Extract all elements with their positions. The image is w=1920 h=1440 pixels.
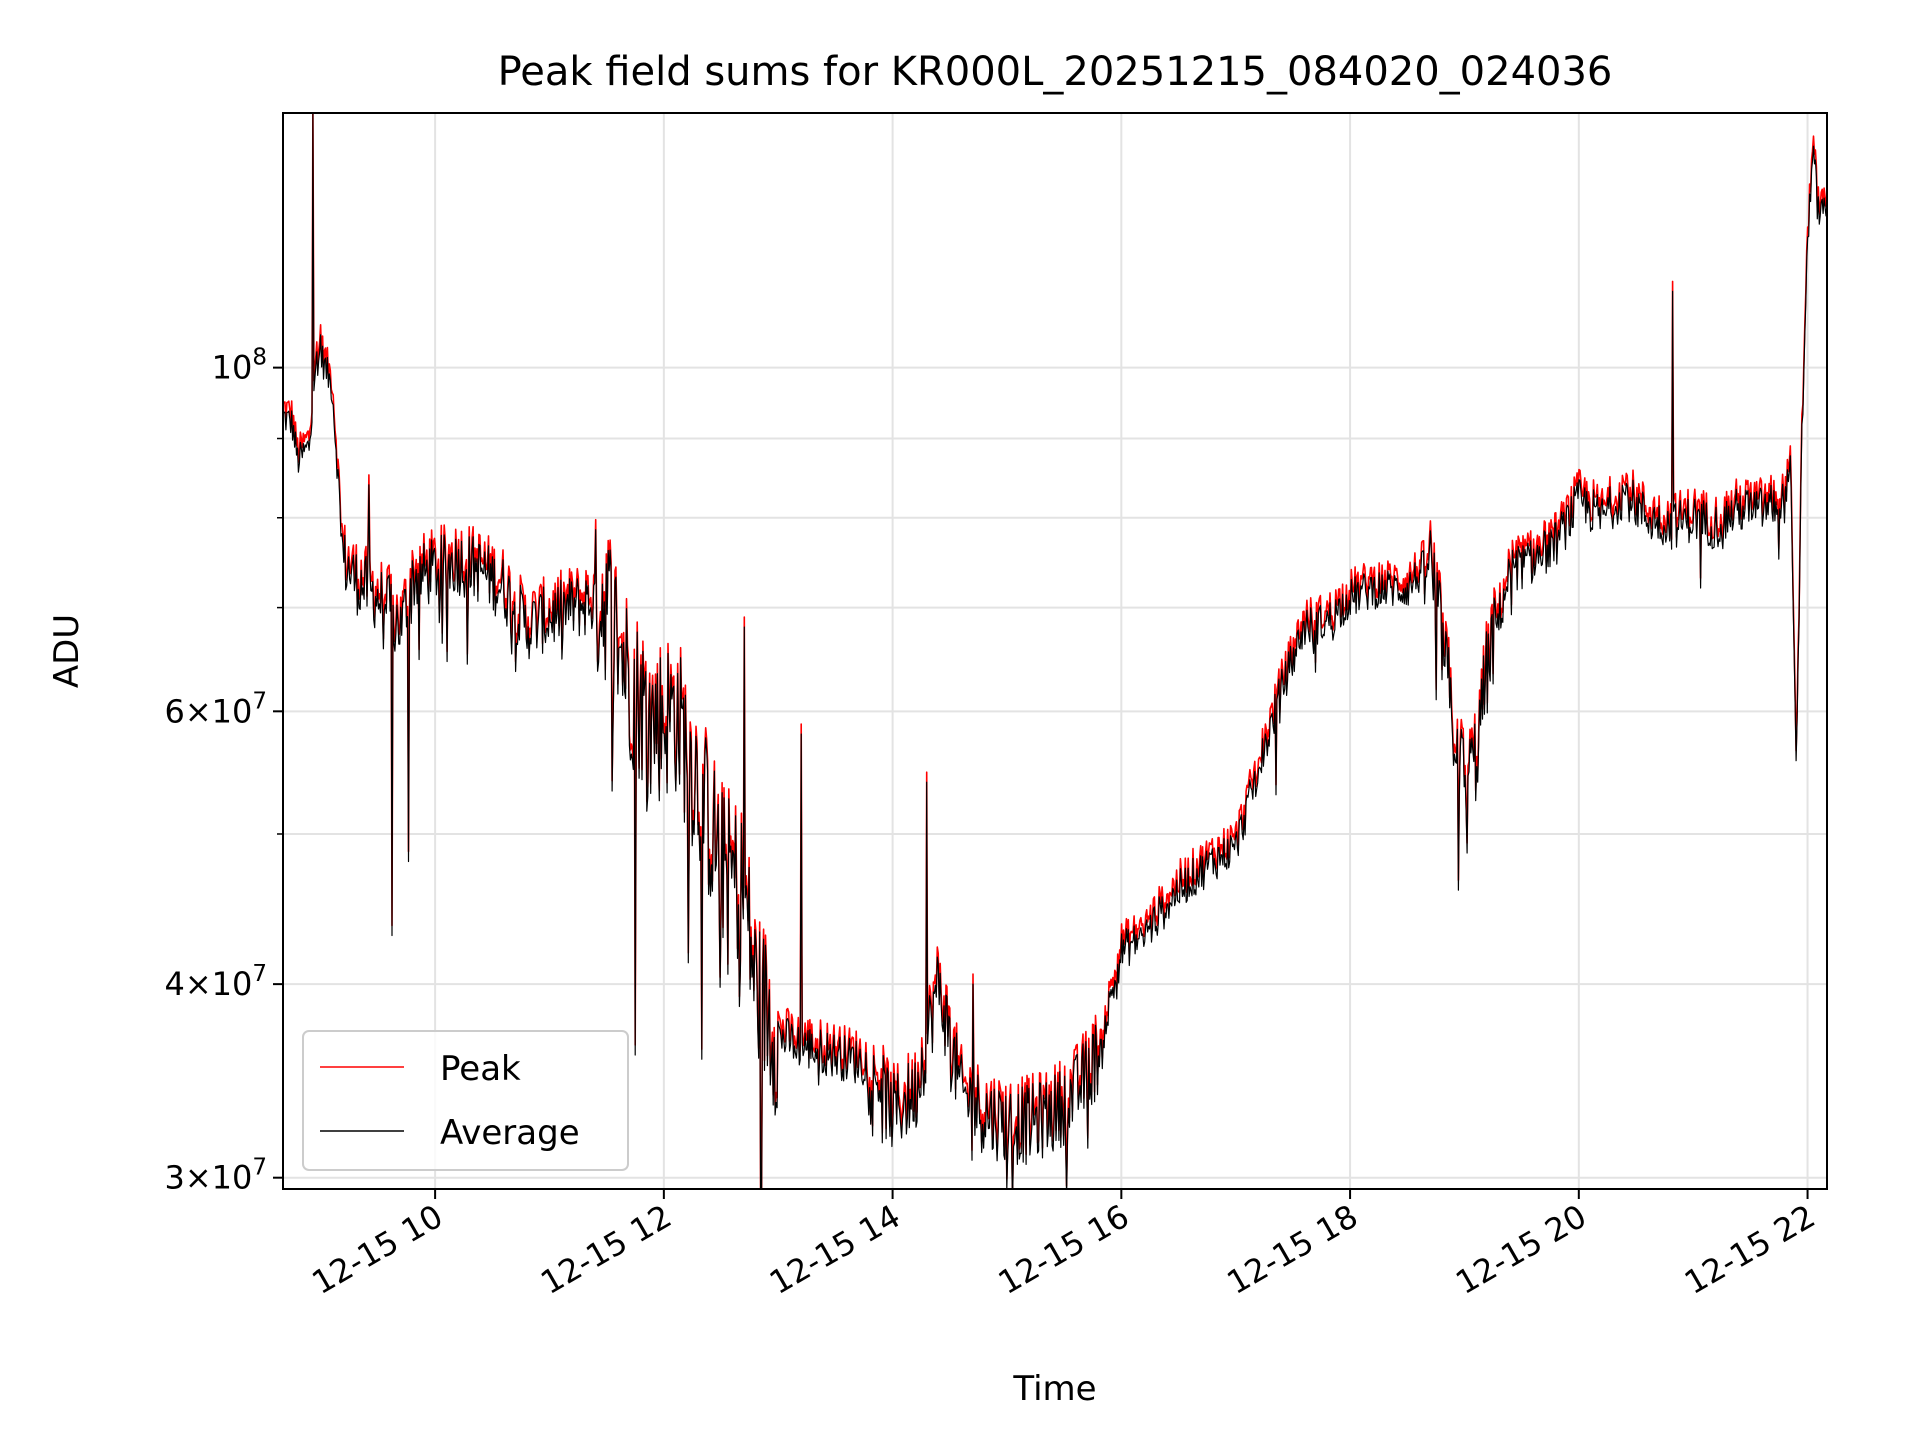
legend-box	[302, 1030, 629, 1171]
x-axis-label: Time	[1012, 1369, 1096, 1409]
y-tick-label: 3×107	[164, 1155, 267, 1197]
plot-frame	[282, 112, 1828, 1190]
series-line-average	[283, 113, 1827, 1189]
chart-title: Peak field sums for KR000L_20251215_0840…	[498, 49, 1613, 95]
legend: Peak Average	[302, 1030, 629, 1171]
y-tick-label: 6×107	[164, 688, 267, 730]
legend-average-label: Average	[440, 1113, 580, 1153]
series-layer	[283, 113, 1827, 1189]
y-tick-label: 4×107	[164, 961, 267, 1003]
legend-peak-label: Peak	[440, 1049, 521, 1089]
y-tick-label: 108	[212, 345, 267, 387]
y-axis: 3×107 4×107 6×107 108	[164, 345, 283, 1197]
y-axis-label: ADU	[47, 614, 87, 688]
plot-area	[283, 113, 1827, 1189]
series-line-peak	[283, 113, 1827, 1189]
